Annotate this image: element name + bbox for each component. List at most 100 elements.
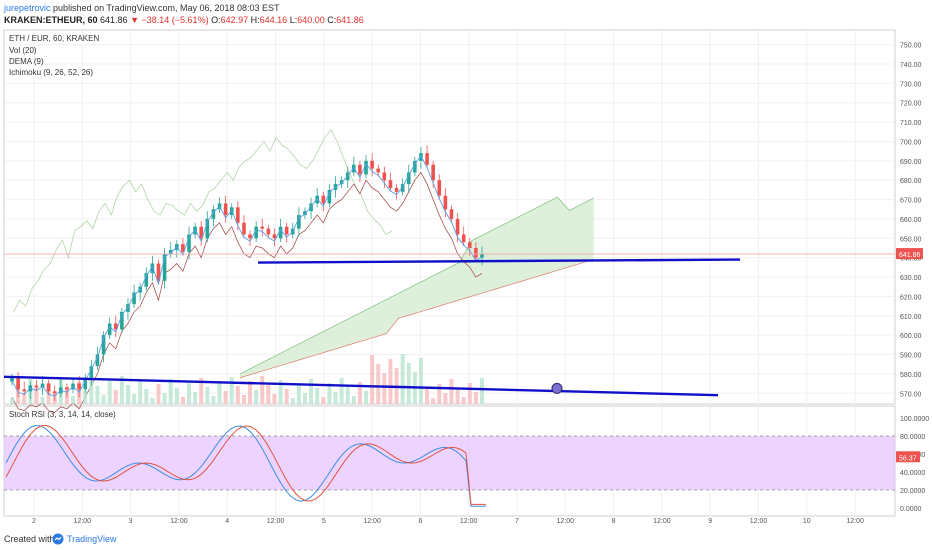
- candle-body: [89, 366, 94, 378]
- stoch-tick-label: 80.0000: [900, 434, 925, 441]
- volume-bar: [382, 373, 387, 404]
- candle-body: [22, 389, 27, 392]
- stoch-current-label: 56.37: [899, 455, 917, 462]
- header-bar: jurepetrovic published on TradingView.co…: [0, 0, 932, 28]
- time-tick-label: 7: [515, 518, 519, 525]
- candle-body: [205, 218, 210, 239]
- candle-body: [303, 211, 307, 216]
- volume-bar: [10, 398, 14, 404]
- candle-body: [400, 184, 405, 192]
- volume-bar: [315, 388, 320, 404]
- dema-line: [11, 155, 483, 397]
- candle-body: [297, 215, 301, 229]
- candle-body: [455, 218, 460, 235]
- volume-bar: [473, 392, 478, 404]
- volume-bar: [455, 388, 460, 404]
- candle-body: [321, 195, 326, 204]
- price-tick-label: 640.00: [900, 256, 922, 263]
- stoch-current-badge: [896, 451, 920, 463]
- candle-body: [16, 377, 20, 390]
- volume-bar: [119, 376, 124, 404]
- low-value: 640.00: [297, 15, 325, 25]
- volume-bar: [357, 382, 362, 404]
- candle-body: [443, 195, 448, 210]
- volume-bar: [443, 393, 448, 404]
- price-tick-label: 590.00: [900, 353, 922, 360]
- trendlines: [3, 258, 741, 397]
- volume-bar: [364, 391, 369, 404]
- candle-body: [345, 172, 350, 181]
- volume-bar: [187, 383, 192, 404]
- time-tick-label: 12:00: [846, 518, 864, 525]
- price-axis: 750.00 740.00 730.00 720.00 710.00 700.00 690.…: [4, 43, 923, 398]
- tradingview-link[interactable]: TradingView: [67, 534, 117, 544]
- legend-stoch[interactable]: Stoch RSI (3, 3, 14, 14, close): [9, 410, 116, 419]
- time-tick-label: 12:00: [363, 518, 381, 525]
- candle-body: [352, 164, 356, 173]
- author-link[interactable]: jurepetrovic: [4, 3, 51, 13]
- symbol-label: KRAKEN:ETHEUR, 60: [4, 15, 98, 25]
- time-tick-label: 12:00: [750, 518, 768, 525]
- candle-body: [242, 222, 246, 235]
- candle-body: [211, 209, 216, 219]
- candle-body: [150, 263, 155, 274]
- change-value: −38.14 (−5.61%): [141, 15, 209, 25]
- legend-vol[interactable]: Vol (20): [9, 46, 37, 55]
- price-tick-label: 750.00: [900, 43, 922, 50]
- current-price-label: 641.86: [899, 252, 921, 259]
- price-tick-label: 650.00: [900, 236, 922, 243]
- candle-body: [364, 160, 368, 175]
- volume-bar: [95, 386, 100, 404]
- volume-bar: [22, 393, 27, 404]
- volume-bar: [162, 393, 167, 404]
- candle-body: [370, 160, 374, 169]
- legend-ichimoku[interactable]: Ichimoku (9, 26, 52, 26): [9, 68, 94, 77]
- volume-bar: [266, 385, 271, 404]
- price-tick-label: 700.00: [900, 139, 922, 146]
- volume-bar: [406, 363, 411, 404]
- volume-bar: [113, 390, 118, 404]
- volume-bar: [199, 378, 204, 404]
- volume-bar: [89, 377, 94, 404]
- volume-bar: [418, 358, 423, 404]
- senkou-span-b: [239, 259, 594, 379]
- time-tick-label: 12:00: [170, 518, 188, 525]
- time-tick-label: 12:00: [557, 518, 575, 525]
- volume-bar: [467, 383, 472, 404]
- volume-bar: [290, 398, 295, 404]
- candle-body: [382, 172, 387, 181]
- time-tick-label: 2: [32, 518, 36, 525]
- volume-bar: [217, 382, 222, 404]
- legend-dema[interactable]: DEMA (9): [9, 57, 44, 66]
- candle-body: [46, 383, 51, 392]
- volume-bar: [327, 383, 332, 404]
- time-tick-label: 3: [129, 518, 133, 525]
- candle-body: [40, 383, 45, 388]
- price-tick-label: 610.00: [900, 314, 922, 321]
- candle-body: [113, 323, 118, 330]
- stoch-tick-label: 20.0000: [900, 488, 925, 495]
- volume-bar: [480, 378, 484, 404]
- stoch-rsi: [4, 424, 895, 507]
- volume-bar: [101, 395, 106, 404]
- time-tick-label: 6: [418, 518, 422, 525]
- candle-body: [461, 234, 466, 243]
- stoch-tick-label: 40.0000: [900, 470, 925, 477]
- time-tick-label: 9: [708, 518, 712, 525]
- candle-body: [34, 385, 39, 388]
- price-tick-label: 740.00: [900, 62, 922, 69]
- volume-bar: [296, 384, 301, 404]
- candle-body: [419, 153, 423, 161]
- volume-bar: [40, 397, 45, 404]
- candle-body: [187, 234, 191, 252]
- candle-body: [474, 247, 478, 258]
- candle-body: [339, 180, 344, 185]
- candle-body: [83, 377, 88, 390]
- volume-bar: [248, 381, 253, 404]
- candle-body: [223, 203, 228, 216]
- candle-body: [120, 311, 124, 330]
- price-pane[interactable]: [3, 29, 896, 405]
- volume-bar: [284, 389, 289, 404]
- candle-body: [449, 209, 454, 219]
